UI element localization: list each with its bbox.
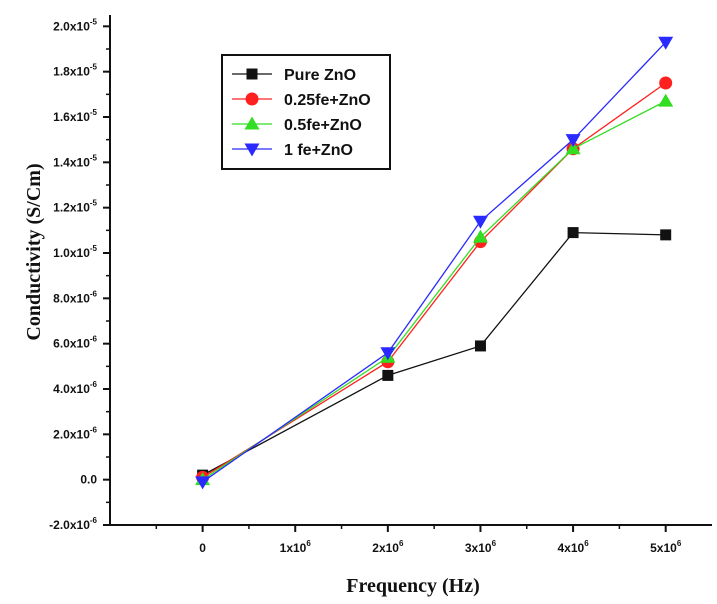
x-tick-label-mantissa: 5x10 bbox=[650, 541, 677, 555]
legend-marker bbox=[244, 116, 260, 130]
x-tick-label: 0 bbox=[199, 541, 206, 555]
data-point bbox=[658, 93, 674, 107]
legend-item: 0.5fe+ZnO bbox=[232, 116, 362, 134]
y-tick-label-mantissa: 1.2x10 bbox=[53, 201, 90, 215]
data-point bbox=[660, 229, 672, 241]
y-tick-label-mantissa: 4.0x10 bbox=[53, 382, 90, 396]
y-tick-label: 1.4x10-5 bbox=[53, 153, 97, 169]
y-tick-label-exponent: -5 bbox=[90, 199, 98, 208]
data-point bbox=[474, 340, 486, 352]
legend-marker bbox=[245, 92, 259, 106]
y-tick-label: 6.0x10-6 bbox=[53, 335, 97, 351]
y-tick-label-exponent: -5 bbox=[90, 153, 98, 162]
x-tick-label-mantissa: 0 bbox=[199, 541, 206, 555]
y-tick-label: 1.0x10-5 bbox=[53, 244, 97, 260]
y-tick-label: 1.8x10-5 bbox=[53, 63, 97, 79]
x-axis-ticks: 0 1x106 2x106 3x106 4x106 5x106 bbox=[155, 525, 682, 555]
legend-label: 1 fe+ZnO bbox=[284, 142, 353, 159]
y-tick-label: 1.2x10-5 bbox=[53, 199, 97, 215]
legend-item: Pure ZnO bbox=[232, 67, 356, 84]
y-tick-label-mantissa: 2.0x10 bbox=[53, 427, 90, 441]
y-axis-title: Conductivity (S/Cm) bbox=[23, 163, 45, 340]
y-tick-label-exponent: -6 bbox=[90, 380, 98, 389]
y-tick-label-exponent: -6 bbox=[90, 425, 98, 434]
y-tick-label: 2.0x10-5 bbox=[53, 17, 97, 33]
plot-frame bbox=[109, 15, 712, 526]
x-tick-label: 5x106 bbox=[650, 539, 682, 555]
x-tick-label-exponent: 6 bbox=[677, 539, 682, 548]
legend-item: 0.25fe+ZnO bbox=[232, 92, 371, 109]
data-point bbox=[382, 369, 394, 381]
x-axis-title: Frequency (Hz) bbox=[346, 575, 480, 597]
series-0 bbox=[197, 227, 672, 481]
legend-item: 1 fe+ZnO bbox=[232, 142, 353, 159]
legend-label: 0.5fe+ZnO bbox=[284, 117, 362, 134]
series-line bbox=[202, 231, 666, 476]
y-tick-label-mantissa: 2.0x10 bbox=[53, 19, 90, 33]
x-tick-label-exponent: 6 bbox=[306, 539, 311, 548]
x-tick-label: 4x106 bbox=[557, 539, 589, 555]
y-tick-label: 8.0x10-6 bbox=[53, 289, 97, 305]
y-tick-label: 1.6x10-5 bbox=[53, 108, 97, 124]
y-tick-label: 4.0x10-6 bbox=[53, 380, 97, 396]
legend-marker bbox=[244, 143, 260, 157]
y-tick-label-mantissa: 8.0x10 bbox=[53, 291, 90, 305]
y-tick-label-mantissa: 1.0x10 bbox=[53, 246, 90, 260]
x-tick-label-mantissa: 4x10 bbox=[557, 541, 584, 555]
y-tick-label: 0.0 bbox=[80, 473, 97, 487]
y-tick-label: -2.0x10-6 bbox=[49, 516, 97, 532]
x-tick-label: 2x106 bbox=[372, 539, 404, 555]
data-point bbox=[659, 76, 673, 90]
data-point bbox=[380, 347, 396, 361]
y-tick-label-exponent: -5 bbox=[90, 63, 98, 72]
x-tick-label-exponent: 6 bbox=[584, 539, 589, 548]
y-tick-label-exponent: -5 bbox=[90, 17, 98, 26]
y-tick-label-mantissa: 0.0 bbox=[80, 473, 97, 487]
y-tick-label: 2.0x10-6 bbox=[53, 425, 97, 441]
data-point bbox=[565, 141, 581, 155]
data-point bbox=[565, 134, 581, 148]
x-tick-label-exponent: 6 bbox=[399, 539, 404, 548]
y-tick-label-mantissa: -2.0x10 bbox=[49, 518, 90, 532]
x-tick-label-exponent: 6 bbox=[492, 539, 497, 548]
y-axis-ticks: -2.0x10-60.02.0x10-64.0x10-66.0x10-68.0x… bbox=[49, 17, 110, 532]
data-point bbox=[472, 215, 488, 229]
y-tick-label-exponent: -5 bbox=[90, 108, 98, 117]
y-tick-label-mantissa: 1.8x10 bbox=[53, 65, 90, 79]
data-point bbox=[195, 476, 211, 490]
y-tick-label-exponent: -6 bbox=[90, 289, 98, 298]
x-tick-label: 3x106 bbox=[465, 539, 497, 555]
y-tick-label-exponent: -6 bbox=[90, 516, 98, 525]
series-3 bbox=[195, 36, 674, 490]
x-tick-label-mantissa: 2x10 bbox=[372, 541, 399, 555]
y-tick-label-mantissa: 1.4x10 bbox=[53, 155, 90, 169]
data-point bbox=[567, 227, 579, 239]
data-point bbox=[472, 229, 488, 243]
y-tick-label-exponent: -5 bbox=[90, 244, 98, 253]
legend-marker bbox=[246, 68, 258, 80]
y-tick-label-exponent: -6 bbox=[90, 335, 98, 344]
legend-label: 0.25fe+ZnO bbox=[284, 92, 371, 109]
x-tick-label-mantissa: 1x10 bbox=[280, 541, 307, 555]
legend-label: Pure ZnO bbox=[284, 67, 356, 84]
x-tick-label: 1x106 bbox=[280, 539, 312, 555]
x-tick-label-mantissa: 3x10 bbox=[465, 541, 492, 555]
data-point bbox=[658, 36, 674, 50]
series-layer bbox=[195, 36, 674, 490]
y-tick-label-mantissa: 1.6x10 bbox=[53, 110, 90, 124]
y-tick-label-mantissa: 6.0x10 bbox=[53, 337, 90, 351]
legend: Pure ZnO 0.25fe+ZnO 0.5fe+ZnO 1 fe+ZnO bbox=[221, 54, 391, 170]
